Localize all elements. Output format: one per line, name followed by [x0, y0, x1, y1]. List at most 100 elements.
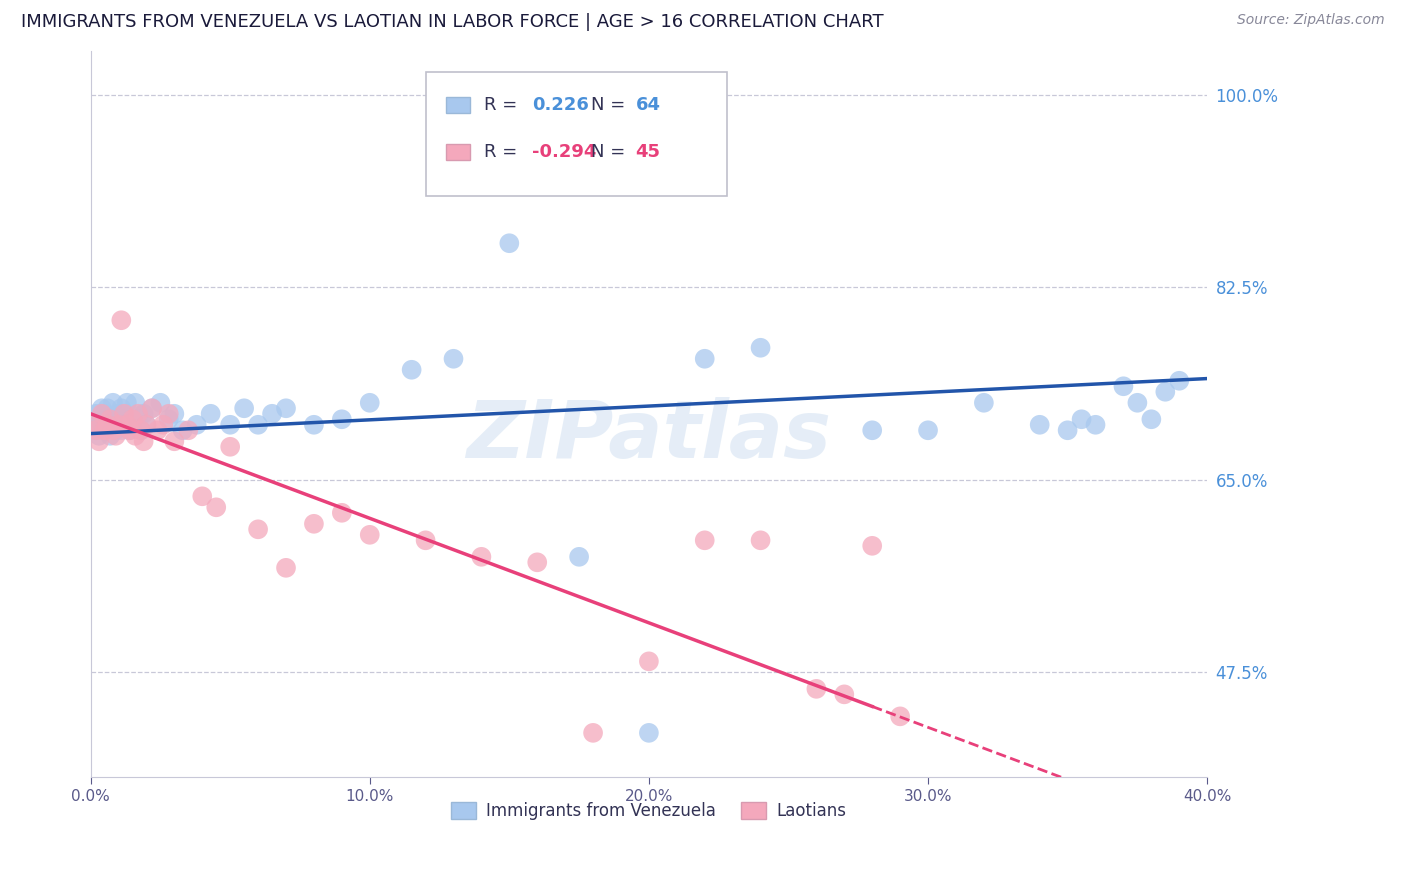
- Point: [135, 417, 157, 432]
- Point: [186, 417, 208, 432]
- Point: [359, 396, 381, 410]
- Text: Source: ZipAtlas.com: Source: ZipAtlas.com: [1237, 13, 1385, 28]
- Point: [498, 236, 520, 251]
- Point: [118, 423, 141, 437]
- Point: [163, 407, 186, 421]
- Point: [135, 417, 157, 432]
- Point: [638, 726, 661, 740]
- Point: [93, 423, 115, 437]
- Point: [146, 423, 169, 437]
- Point: [107, 417, 129, 432]
- Point: [415, 533, 437, 548]
- Point: [1126, 396, 1149, 410]
- Point: [90, 401, 112, 416]
- Point: [129, 423, 152, 437]
- Point: [107, 407, 129, 421]
- Point: [205, 500, 228, 515]
- Text: N =: N =: [591, 144, 631, 161]
- Point: [191, 489, 214, 503]
- Point: [98, 412, 121, 426]
- Point: [110, 401, 132, 416]
- FancyBboxPatch shape: [426, 72, 727, 196]
- Point: [110, 313, 132, 327]
- Point: [302, 417, 325, 432]
- Point: [96, 417, 118, 432]
- Point: [1084, 417, 1107, 432]
- Point: [90, 407, 112, 421]
- Point: [93, 423, 115, 437]
- Point: [96, 401, 118, 416]
- Point: [84, 407, 107, 421]
- Point: [172, 423, 194, 437]
- Point: [101, 423, 124, 437]
- Text: -0.294: -0.294: [531, 144, 596, 161]
- Text: IMMIGRANTS FROM VENEZUELA VS LAOTIAN IN LABOR FORCE | AGE > 16 CORRELATION CHART: IMMIGRANTS FROM VENEZUELA VS LAOTIAN IN …: [21, 13, 884, 31]
- Point: [118, 423, 141, 437]
- Point: [104, 412, 127, 426]
- Point: [401, 363, 423, 377]
- Point: [96, 417, 118, 432]
- Point: [87, 412, 110, 426]
- Point: [132, 434, 155, 449]
- Point: [152, 417, 174, 432]
- Point: [149, 396, 172, 410]
- Point: [1070, 412, 1092, 426]
- Point: [112, 407, 135, 421]
- Point: [90, 417, 112, 432]
- Point: [98, 429, 121, 443]
- Text: 64: 64: [636, 96, 661, 114]
- Point: [233, 401, 256, 416]
- Text: R =: R =: [484, 144, 523, 161]
- Point: [98, 412, 121, 426]
- Text: 0.226: 0.226: [531, 96, 589, 114]
- Point: [260, 407, 283, 421]
- Point: [177, 423, 200, 437]
- Point: [112, 412, 135, 426]
- Point: [832, 687, 855, 701]
- Point: [860, 539, 883, 553]
- Point: [749, 341, 772, 355]
- Point: [889, 709, 911, 723]
- Point: [104, 429, 127, 443]
- Point: [84, 423, 107, 437]
- Point: [104, 423, 127, 437]
- Point: [693, 351, 716, 366]
- Point: [1056, 423, 1078, 437]
- Point: [568, 549, 591, 564]
- Point: [1112, 379, 1135, 393]
- Point: [132, 407, 155, 421]
- Point: [82, 417, 104, 432]
- Point: [526, 555, 548, 569]
- Point: [101, 396, 124, 410]
- Point: [121, 412, 143, 426]
- Text: N =: N =: [591, 96, 631, 114]
- Point: [806, 681, 828, 696]
- Bar: [446, 145, 470, 161]
- Point: [127, 412, 149, 426]
- Point: [330, 412, 353, 426]
- Point: [84, 423, 107, 437]
- Point: [219, 417, 242, 432]
- Point: [141, 401, 163, 416]
- Point: [163, 434, 186, 449]
- Point: [157, 412, 180, 426]
- Point: [330, 506, 353, 520]
- Text: R =: R =: [484, 96, 523, 114]
- Point: [110, 423, 132, 437]
- Point: [359, 528, 381, 542]
- Point: [141, 401, 163, 416]
- Point: [124, 396, 146, 410]
- Point: [973, 396, 995, 410]
- Point: [93, 407, 115, 421]
- Point: [87, 434, 110, 449]
- Point: [247, 522, 270, 536]
- Point: [121, 417, 143, 432]
- Point: [860, 423, 883, 437]
- Point: [638, 654, 661, 668]
- Bar: [446, 97, 470, 113]
- Point: [470, 549, 492, 564]
- Point: [82, 417, 104, 432]
- Point: [1168, 374, 1191, 388]
- Point: [107, 417, 129, 432]
- Point: [917, 423, 939, 437]
